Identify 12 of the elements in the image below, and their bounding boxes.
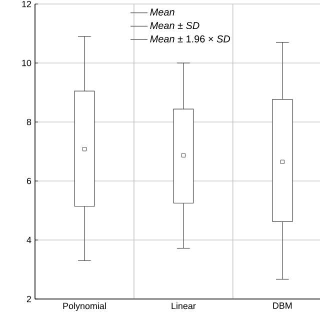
y-tick-label: 2	[26, 296, 32, 302]
y-tick-label: 10	[22, 60, 32, 66]
y-tick-label: 8	[26, 118, 32, 126]
y-tick-label: 12	[22, 0, 32, 8]
annotation: Mean ± SD	[150, 22, 200, 30]
y-tick-label: 4	[26, 236, 32, 244]
annotation: Mean ± 1.96 × SD	[150, 35, 230, 42]
x-tick-label: Linear	[172, 302, 196, 310]
x-tick-label: Polynomial	[63, 302, 106, 311]
x-tick-label: DBM	[273, 302, 292, 309]
y-tick-label: 6	[26, 178, 32, 184]
annotation: Mean	[150, 8, 174, 16]
